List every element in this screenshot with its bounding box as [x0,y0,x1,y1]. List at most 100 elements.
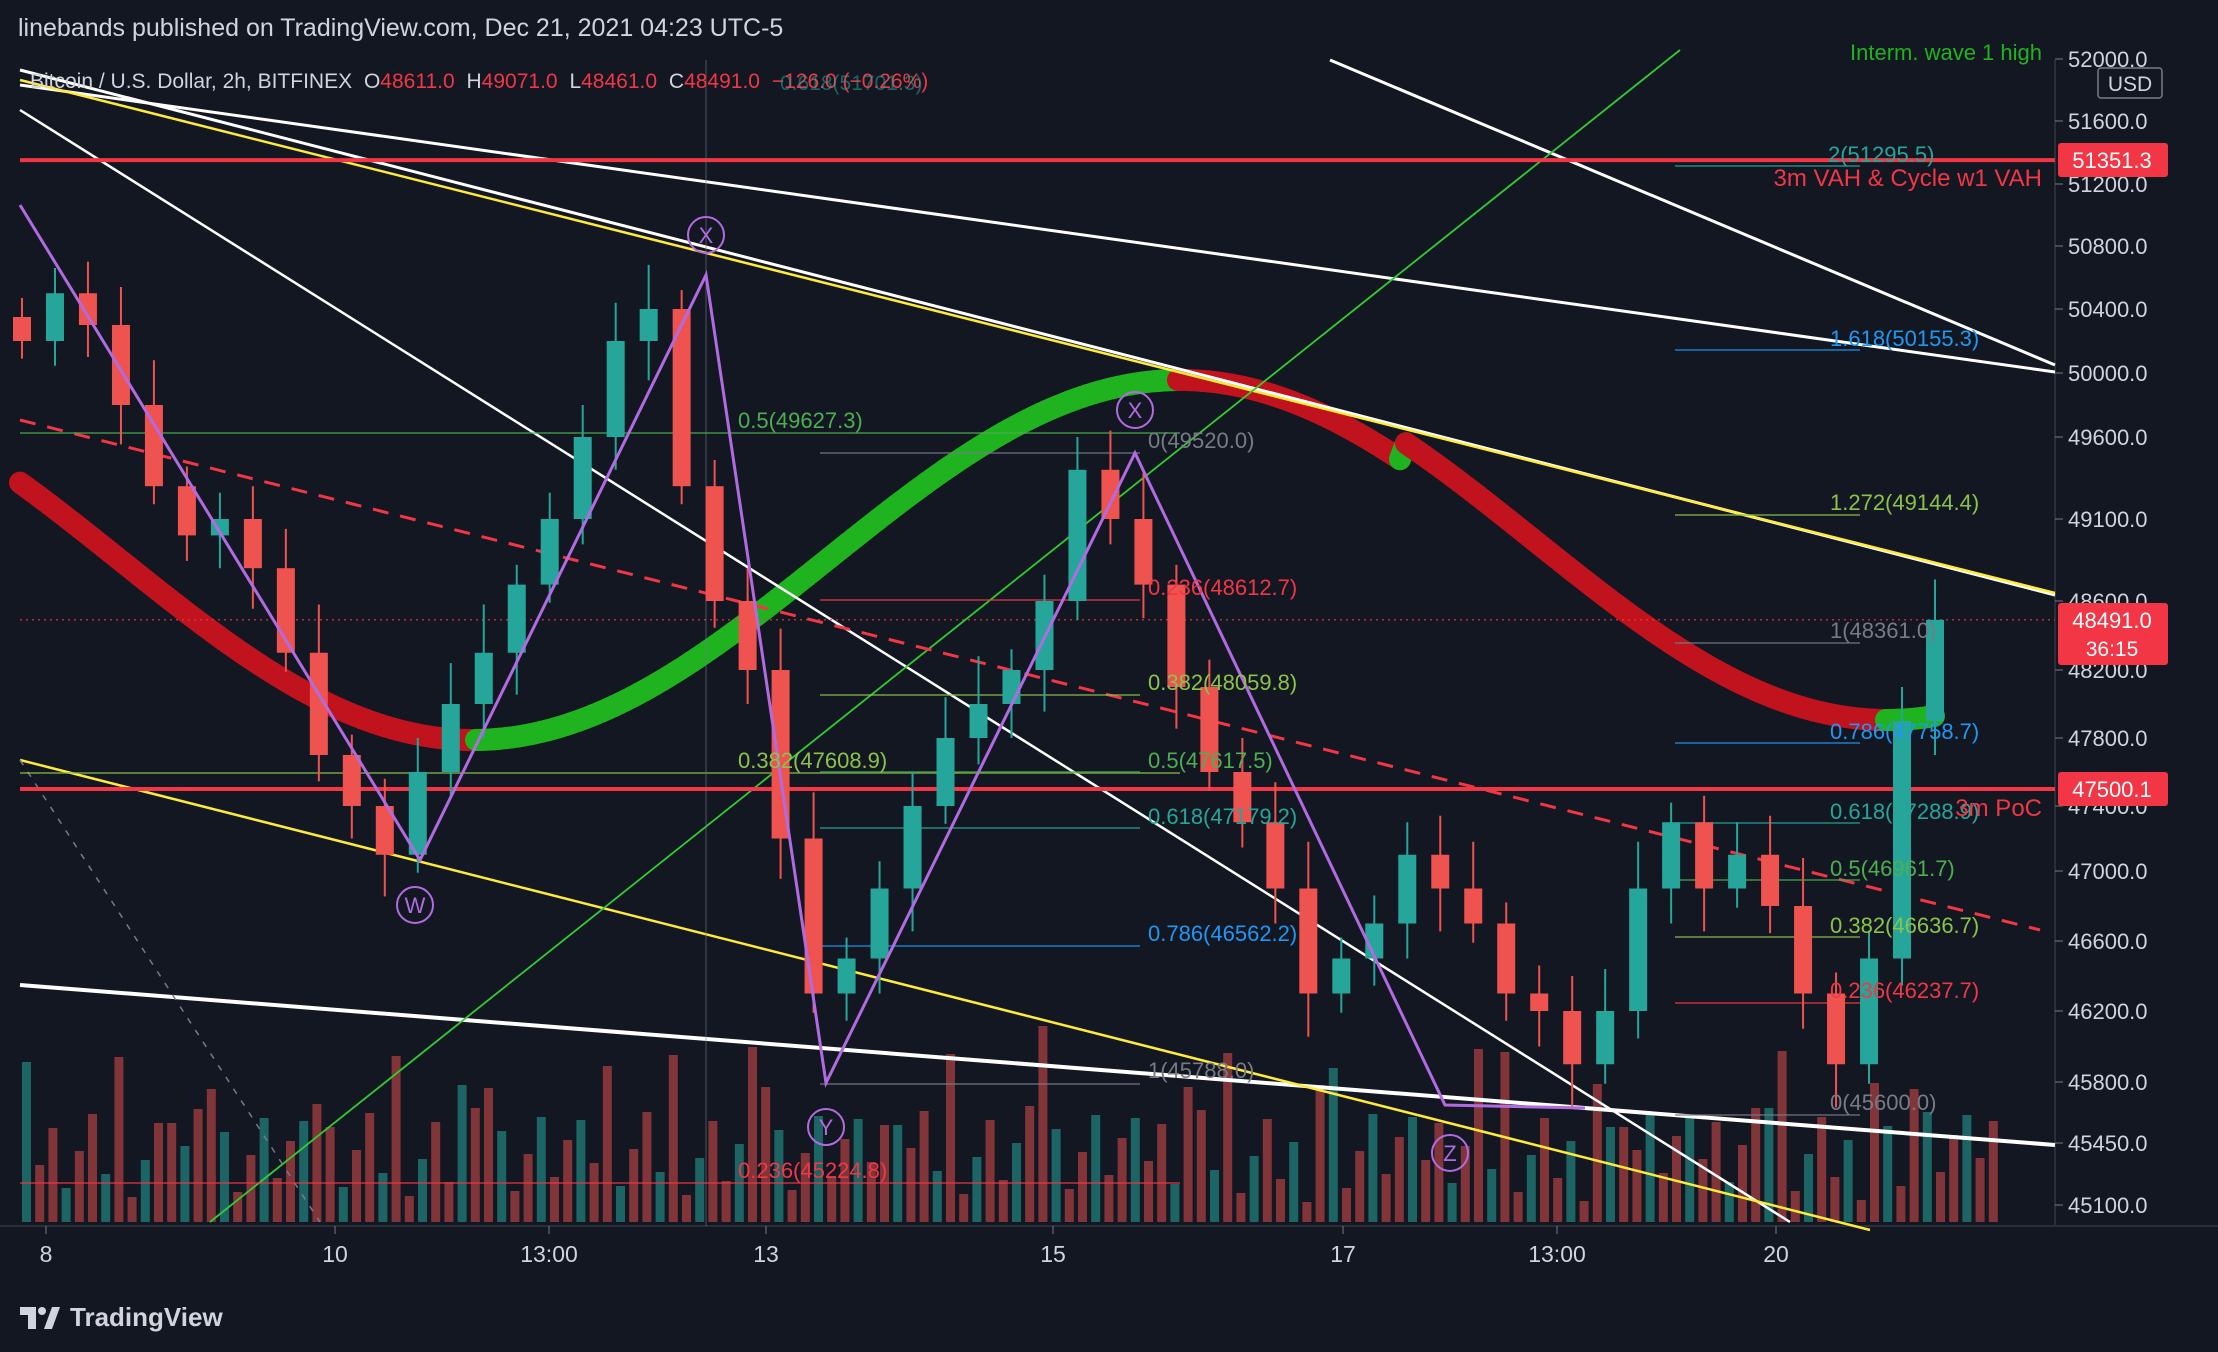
low-value: 48461.0 [581,70,658,93]
volume-bar [457,1085,467,1222]
volume-bar [1223,1053,1233,1222]
high-label: H [466,70,482,93]
fib-label: 0.236(45224.8) [738,1158,887,1183]
volume-bar [167,1123,177,1222]
volume-bar [1210,1170,1219,1222]
volume-bar [510,1191,520,1222]
candle-body [1926,619,1944,721]
price-axis: 52000.051600.051200.050800.050400.050000… [2055,47,2148,1218]
volume-bar [404,1196,414,1222]
volume-bar [1408,1117,1417,1222]
volume-bar [1421,1160,1431,1222]
time-tick-label: 20 [1763,1241,1789,1267]
change-value: −126.0 (−0.26%) [771,70,929,93]
volume-bar [576,1120,586,1222]
candle-body [903,806,922,889]
candle-body [1794,906,1813,994]
candle-body [309,652,328,755]
price-tick-label: 47800.0 [2068,726,2148,751]
volume-bar [1817,1117,1827,1222]
trend-line [1329,58,2056,367]
volume-bar [1566,1141,1576,1222]
footer-bar [0,1286,2218,1352]
time-tick-label: 8 [40,1241,53,1267]
candle-body [1299,888,1318,994]
volume-bar [1434,1123,1444,1222]
volume-bar [1104,1175,1114,1222]
volume-bar [312,1104,322,1222]
fib-label: 0.382(46636.7) [1830,913,1979,938]
trend-line [19,108,1791,1224]
volume-bar [1487,1169,1497,1222]
volume-bar [589,1163,599,1222]
candle-body [1530,993,1549,1011]
volume-bar [959,1194,969,1222]
volume-bar [814,1116,823,1222]
fib-label: 0.618(47288.9) [1830,799,1979,824]
volume-bar [484,1088,493,1222]
volume-bar [1394,1137,1404,1222]
low-label: L [569,70,582,93]
candle-body [1827,993,1846,1065]
volume-bar [1870,1083,1879,1222]
trend-line [19,78,2056,595]
candle-body [507,584,526,653]
candle-body [672,309,691,487]
wave-label: X [699,223,714,248]
candle-body [1167,584,1186,687]
volume-bar [1751,1108,1761,1222]
volume-bar [1592,1084,1602,1222]
volume-bar [299,1121,309,1222]
volume-bar [602,1066,612,1222]
volume-bar [880,1125,889,1222]
time-tick-label: 10 [322,1241,348,1267]
candle-body [870,888,889,959]
close-label: C [668,70,685,93]
publisher-line: linebands published on TradingView.com, … [18,14,784,42]
trend-line [209,49,1681,1223]
volume-bar [1698,1159,1708,1222]
open-label: O [363,70,381,93]
volume-bar [88,1114,97,1222]
tradingview-logo[interactable]: TradingView [20,1302,223,1333]
volume-bar [101,1174,111,1222]
fib-label: 0.5(49627.3) [738,408,863,433]
trend-line [19,758,1871,1232]
candle-body [1596,1011,1615,1065]
candle-body [1002,670,1021,704]
volume-bar [1342,1188,1351,1222]
wave-marker [1116,391,1154,429]
fib-label: 0.236(48612.7) [1148,575,1297,600]
volume-bar [708,1121,718,1222]
volume-bar [1196,1110,1206,1222]
volume-bar [365,1113,375,1222]
fib-label: 0.236(46237.7) [1830,978,1979,1003]
volume-bar [1711,1122,1721,1222]
wave-marker [807,1108,845,1146]
price-tick-label: 46200.0 [2068,999,2148,1024]
candle-body [1101,469,1120,519]
publisher-header: linebands published on TradingView.com, … [0,0,2218,60]
candle-body [738,601,757,670]
volume-bar [1764,1108,1774,1222]
time-tick-label: 13:00 [1528,1241,1586,1267]
symbol-name: Bitcoin / U.S. Dollar, 2h, BITFINEX [30,70,353,93]
volume-bar [616,1186,625,1222]
volume-bar [853,1119,863,1222]
candle-body [1134,519,1153,585]
candle-body [705,486,724,601]
volume-bar [906,1148,916,1222]
volume-bar [1883,1126,1893,1222]
volume-bar [1513,1192,1523,1222]
volume-bar [1249,1156,1259,1222]
candle-body [375,806,394,855]
volume-bar [1540,1118,1549,1222]
candle-body [1233,772,1252,823]
volume-bar [127,1197,137,1222]
volume-bar [1672,1136,1681,1222]
volume-bar [668,1055,678,1222]
volume-bar [972,1157,982,1222]
volume-bar [1447,1183,1457,1222]
candle-body [1761,854,1780,906]
